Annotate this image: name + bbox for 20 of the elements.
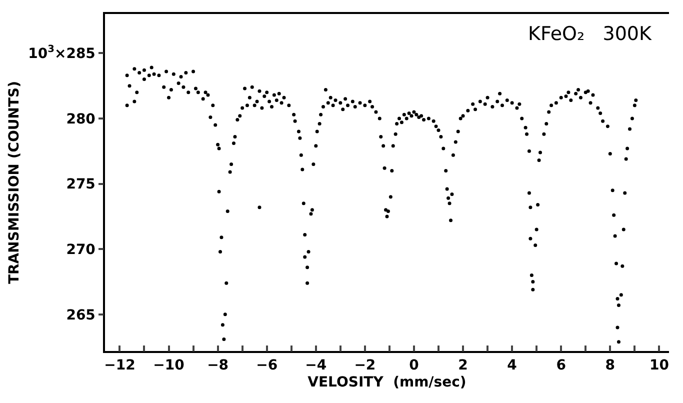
annotation: KFeO₂ 300K — [528, 23, 652, 45]
x-tick-label: 0 — [409, 358, 420, 374]
x-tick-label: −6 — [256, 358, 278, 374]
x-tick-label: 8 — [605, 358, 616, 374]
x-tick-label: 10 — [649, 358, 670, 374]
x-tick-label: −2 — [354, 358, 376, 374]
y-tick-label: 270 — [66, 242, 96, 258]
x-tick-label: −12 — [104, 358, 136, 374]
y-tick-label: 10$^{3}$×285 — [28, 44, 96, 62]
y-tick-label: 275 — [66, 176, 96, 193]
x-tick-label: −10 — [153, 358, 185, 374]
x-tick-label: 2 — [458, 358, 468, 374]
y-axis-title: TRANSMISSION (COUNTS) — [6, 80, 22, 284]
y-tick-label: 265 — [66, 307, 96, 324]
x-axis-title: VELOSITY (mm/sec) — [308, 374, 466, 390]
x-tick-label: 4 — [507, 358, 518, 374]
y-tick-label: 280 — [66, 111, 96, 128]
x-tick-label: −4 — [305, 358, 327, 374]
x-tick-label: 6 — [556, 358, 566, 374]
x-tick-label: −8 — [207, 358, 229, 374]
